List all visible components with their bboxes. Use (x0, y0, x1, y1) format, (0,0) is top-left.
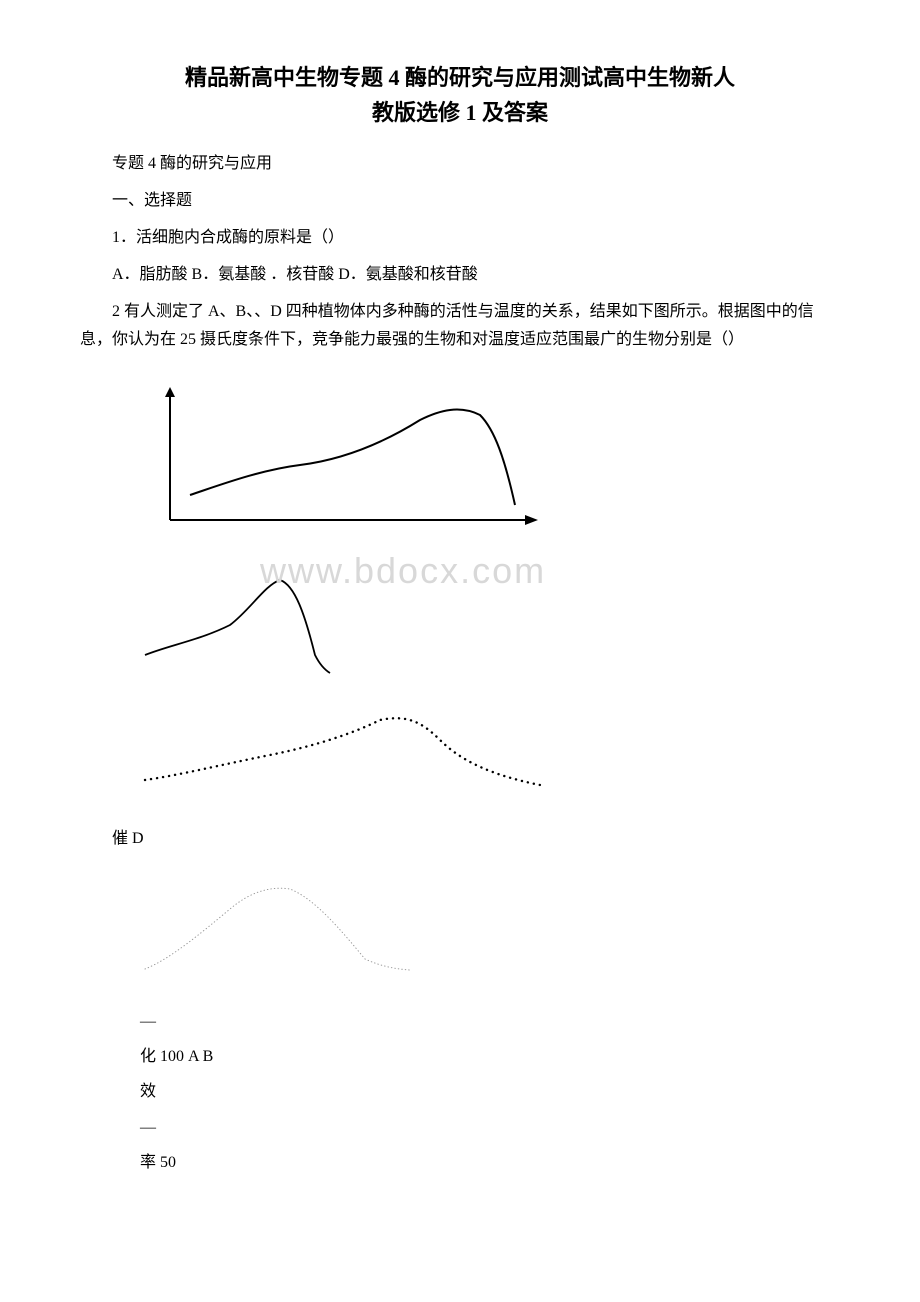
title-line2: 教版选修 1 及答案 (372, 100, 548, 125)
chart-3 (140, 705, 560, 805)
section-heading: 一、选择题 (80, 187, 840, 216)
chart-2 (140, 565, 440, 685)
chart-2-container (140, 565, 840, 685)
label-t1: — (140, 1004, 840, 1039)
title-line1: 精品新高中生物专题 4 酶的研究与应用测试高中生物新人 (185, 65, 735, 90)
question-1-options: A．脂肪酸 B．氨基酸 ．核苷酸 D．氨基酸和核苷酸 (80, 261, 840, 290)
section-label: 专题 4 酶的研究与应用 (80, 150, 840, 179)
chart-4 (140, 874, 420, 984)
label-t4: — (140, 1110, 840, 1145)
chart-1 (140, 375, 540, 545)
chart-1-container (140, 375, 840, 545)
label-t2: 化 100 A B (140, 1039, 840, 1074)
question-2: 2 有人测定了 A、B、、D 四种植物体内多种酶的活性与温度的关系，结果如下图所… (80, 298, 840, 356)
label-t5: 率 50 (140, 1145, 840, 1180)
label-d: 催 D (80, 825, 840, 854)
axis-labels-block: — 化 100 A B 效 — 率 50 (140, 1004, 840, 1180)
page-title: 精品新高中生物专题 4 酶的研究与应用测试高中生物新人 教版选修 1 及答案 (80, 60, 840, 130)
question-1: 1．活细胞内合成酶的原料是（） (80, 224, 840, 253)
chart-4-container (140, 874, 840, 984)
label-t3: 效 (140, 1074, 840, 1109)
chart-3-container (140, 705, 840, 805)
